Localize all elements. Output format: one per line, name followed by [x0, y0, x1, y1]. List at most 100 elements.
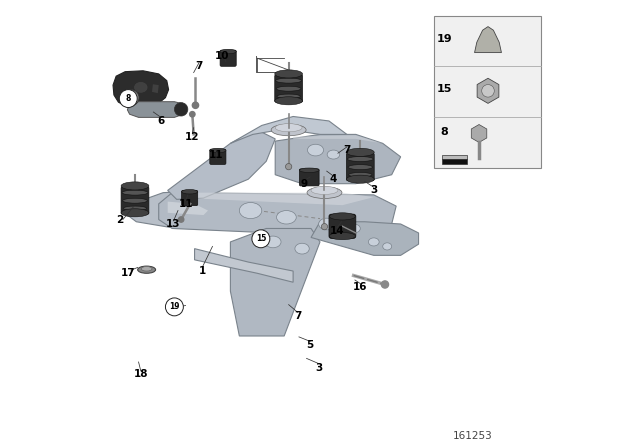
Ellipse shape — [138, 266, 156, 273]
Ellipse shape — [330, 213, 355, 220]
Ellipse shape — [124, 206, 147, 211]
Ellipse shape — [239, 202, 262, 219]
FancyBboxPatch shape — [121, 187, 149, 214]
Bar — [276, 76, 301, 85]
Circle shape — [165, 298, 184, 316]
Text: 11: 11 — [179, 199, 193, 209]
Ellipse shape — [346, 175, 374, 183]
Bar — [442, 155, 467, 159]
Bar — [123, 196, 147, 205]
Bar — [124, 204, 147, 213]
Ellipse shape — [285, 164, 292, 170]
Text: 19: 19 — [169, 302, 180, 311]
FancyBboxPatch shape — [329, 214, 356, 238]
Ellipse shape — [121, 209, 149, 217]
Text: 7: 7 — [294, 311, 301, 321]
Text: 8: 8 — [125, 94, 131, 103]
Polygon shape — [275, 134, 401, 184]
FancyBboxPatch shape — [210, 149, 226, 164]
Ellipse shape — [349, 172, 372, 177]
Bar — [348, 163, 372, 172]
Ellipse shape — [295, 243, 309, 254]
Ellipse shape — [383, 243, 392, 250]
Circle shape — [189, 112, 195, 117]
Circle shape — [482, 85, 494, 97]
Ellipse shape — [311, 186, 338, 194]
FancyBboxPatch shape — [275, 75, 303, 102]
Ellipse shape — [319, 218, 335, 230]
Text: 17: 17 — [121, 268, 136, 278]
Ellipse shape — [123, 198, 147, 203]
Polygon shape — [127, 102, 186, 117]
Polygon shape — [159, 193, 396, 237]
Text: 5: 5 — [307, 340, 314, 350]
Text: 4: 4 — [330, 174, 337, 184]
Ellipse shape — [307, 187, 342, 198]
Text: 8: 8 — [440, 128, 448, 138]
Circle shape — [381, 281, 388, 288]
Ellipse shape — [141, 267, 152, 271]
Circle shape — [179, 217, 184, 222]
Ellipse shape — [210, 148, 226, 153]
Ellipse shape — [277, 94, 300, 99]
Polygon shape — [230, 228, 320, 336]
Ellipse shape — [276, 86, 301, 91]
Circle shape — [123, 90, 139, 106]
Circle shape — [252, 230, 270, 248]
FancyBboxPatch shape — [220, 50, 236, 66]
Bar — [122, 188, 148, 197]
Ellipse shape — [122, 190, 148, 195]
Polygon shape — [230, 116, 347, 143]
Circle shape — [193, 102, 198, 108]
Text: 11: 11 — [209, 150, 223, 159]
Ellipse shape — [347, 224, 360, 233]
Text: 12: 12 — [185, 132, 200, 142]
Ellipse shape — [348, 165, 372, 169]
Polygon shape — [113, 71, 168, 108]
Ellipse shape — [276, 211, 296, 224]
Bar — [277, 92, 300, 101]
Ellipse shape — [271, 124, 306, 136]
Bar — [349, 170, 372, 179]
Ellipse shape — [276, 78, 301, 83]
Text: 7: 7 — [195, 61, 203, 71]
Ellipse shape — [275, 124, 302, 132]
Polygon shape — [168, 202, 208, 215]
Text: 16: 16 — [353, 282, 367, 292]
Polygon shape — [195, 249, 293, 282]
Bar — [435, 16, 541, 168]
Bar — [442, 159, 467, 164]
Text: 15: 15 — [436, 84, 452, 94]
Polygon shape — [293, 135, 383, 143]
Text: 10: 10 — [215, 51, 230, 61]
Ellipse shape — [307, 144, 324, 156]
Ellipse shape — [121, 182, 149, 190]
Ellipse shape — [220, 49, 236, 54]
Ellipse shape — [134, 82, 147, 92]
Polygon shape — [475, 26, 502, 52]
Ellipse shape — [182, 190, 198, 194]
Text: 14: 14 — [330, 226, 344, 236]
Polygon shape — [127, 190, 230, 228]
Ellipse shape — [275, 97, 303, 105]
FancyBboxPatch shape — [300, 169, 319, 186]
Text: 2: 2 — [116, 215, 123, 224]
Text: 3: 3 — [370, 185, 378, 195]
Text: 9: 9 — [301, 179, 308, 189]
Ellipse shape — [265, 236, 281, 248]
Bar — [276, 84, 301, 93]
Ellipse shape — [330, 233, 355, 240]
Ellipse shape — [346, 148, 374, 156]
FancyBboxPatch shape — [346, 153, 374, 181]
Polygon shape — [152, 84, 159, 93]
Text: 18: 18 — [134, 369, 148, 379]
Text: 7: 7 — [343, 145, 351, 155]
Ellipse shape — [348, 156, 373, 161]
Polygon shape — [186, 193, 374, 205]
Circle shape — [119, 90, 137, 108]
Text: 161253: 161253 — [452, 431, 492, 441]
Bar — [348, 155, 373, 164]
Polygon shape — [311, 222, 419, 255]
Text: 1: 1 — [199, 266, 206, 276]
Ellipse shape — [327, 150, 340, 159]
